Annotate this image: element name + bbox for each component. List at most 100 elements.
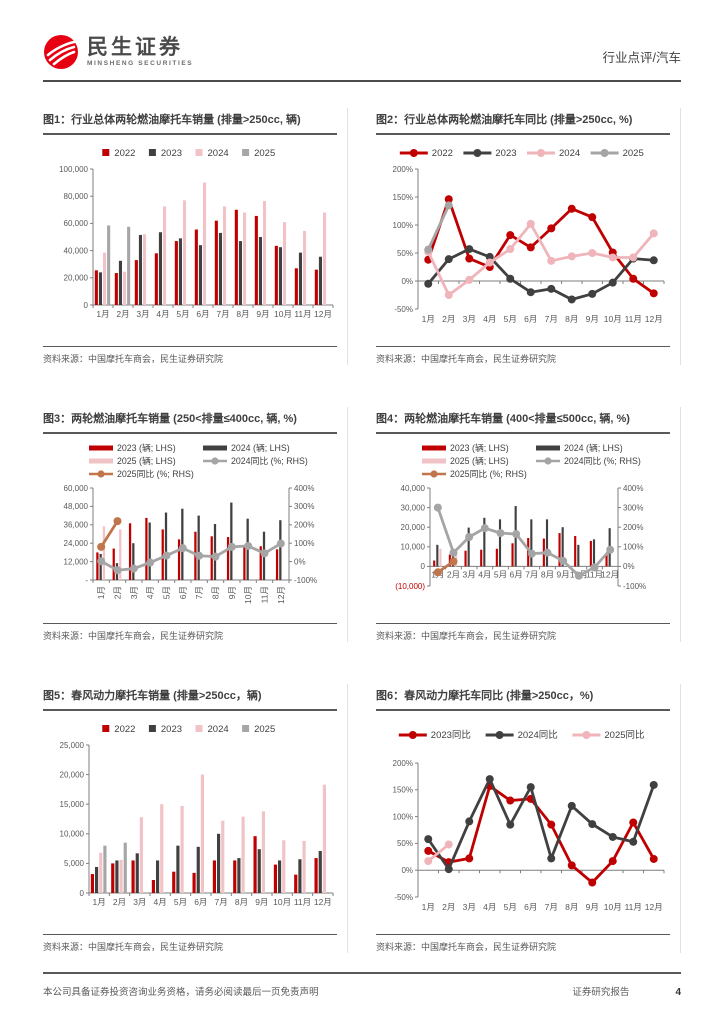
minsheng-logo-icon	[44, 35, 78, 69]
svg-text:400%: 400%	[294, 484, 314, 493]
svg-text:12月: 12月	[314, 309, 332, 319]
svg-text:11月: 11月	[625, 902, 642, 912]
svg-text:9月: 9月	[586, 902, 599, 912]
svg-text:6月: 6月	[194, 897, 207, 907]
brand-name-cn: 民生证券	[87, 36, 183, 60]
svg-text:2025同比 (%; RHS): 2025同比 (%; RHS)	[450, 468, 527, 479]
svg-text:100%: 100%	[393, 812, 413, 821]
figure-6-source: 资料来源：中国摩托车商会，民生证券研究院	[376, 934, 670, 953]
svg-text:12月: 12月	[645, 314, 663, 324]
svg-text:-100%: -100%	[294, 576, 317, 585]
svg-text:9月: 9月	[227, 586, 237, 599]
svg-text:300%: 300%	[623, 503, 643, 512]
figure-4-chart: (10,000) 0 10,000 20,000 30,000 40,000 -100% 0%…	[395, 442, 646, 591]
figure-5-title: 图5：春风动力摩托车销量 (排量>250cc，辆)	[43, 684, 337, 711]
svg-text:7月: 7月	[545, 902, 558, 912]
svg-text:2023: 2023	[161, 724, 182, 735]
figure-6-chart: -50% 0% 50% 100% 150% 200% 1月 2月 3月 4月 5月 6月 7月 8月 9月 1…	[393, 729, 665, 912]
svg-text:2025: 2025	[623, 148, 644, 159]
svg-text:1月: 1月	[93, 897, 106, 907]
svg-text:9月: 9月	[255, 897, 268, 907]
footer-right: 证券研究报告 4	[572, 984, 681, 998]
svg-text:2月: 2月	[113, 897, 126, 907]
svg-text:10月: 10月	[604, 902, 622, 912]
svg-text:5月: 5月	[504, 314, 517, 324]
footer-page-number: 4	[675, 987, 681, 998]
figure-1-title: 图1：行业总体两轮燃油摩托车销量 (排量>250cc, 辆)	[43, 108, 337, 135]
svg-text:5,000: 5,000	[64, 859, 85, 868]
figure-1-chart: 0 20,000 40,000 60,000 80,000 100,000 1月 2月 3月 4月…	[59, 148, 334, 319]
svg-text:2024同比: 2024同比	[518, 729, 558, 741]
svg-text:60,000: 60,000	[64, 219, 89, 228]
svg-text:2024同比 (%; RHS): 2024同比 (%; RHS)	[564, 455, 641, 466]
figure-4: 图4：两轮燃油摩托车销量 (400<排量≤500cc, 辆, %) (10,00…	[376, 407, 681, 642]
svg-text:-50%: -50%	[394, 305, 413, 314]
svg-text:4月: 4月	[156, 309, 169, 319]
figure-3-chartbox: - 12,000 24,000 36,000 48,000 60,000 -100% 0% 10…	[43, 434, 337, 619]
svg-text:2022: 2022	[432, 148, 453, 159]
figure-5-chartbox: 0 5,000 10,000 15,000 20,000 25,000 1月 2月 3月 4月 5月…	[43, 711, 337, 930]
svg-text:150%: 150%	[393, 193, 413, 202]
figure-1-chartbox: 0 20,000 40,000 60,000 80,000 100,000 1月 2月 3月 4月…	[43, 135, 337, 342]
svg-text:0%: 0%	[294, 557, 306, 566]
svg-text:2025: 2025	[254, 724, 275, 735]
svg-text:5月: 5月	[504, 902, 517, 912]
svg-text:12月: 12月	[601, 569, 619, 579]
svg-text:2月: 2月	[116, 309, 129, 319]
svg-text:12,000: 12,000	[64, 557, 89, 566]
brand-text: 民生证券 MINSHENG SECURITIES	[87, 36, 194, 67]
svg-text:11月: 11月	[625, 314, 642, 324]
figure-3: 图3：两轮燃油摩托车销量 (250<排量≤400cc, 辆, %) - 12,00…	[43, 407, 348, 642]
svg-text:1月: 1月	[422, 314, 435, 324]
svg-text:3月: 3月	[463, 314, 476, 324]
brand-name-en: MINSHENG SECURITIES	[87, 59, 194, 67]
svg-text:2024 (辆; LHS): 2024 (辆; LHS)	[564, 442, 623, 453]
svg-text:5月: 5月	[162, 586, 172, 599]
footer-disclaimer: 本公司具备证券投资咨询业务资格，请务必阅读最后一页免责声明	[43, 987, 319, 998]
svg-text:12月: 12月	[276, 586, 286, 604]
svg-text:2025 (辆; LHS): 2025 (辆; LHS)	[450, 455, 509, 466]
svg-text:1月: 1月	[96, 586, 106, 599]
svg-text:8月: 8月	[541, 569, 554, 579]
svg-text:2月: 2月	[442, 902, 455, 912]
svg-text:30,000: 30,000	[401, 503, 426, 512]
svg-text:200%: 200%	[623, 523, 643, 532]
svg-text:40,000: 40,000	[64, 246, 89, 255]
svg-text:12月: 12月	[314, 897, 332, 907]
svg-text:7月: 7月	[216, 309, 229, 319]
svg-text:6月: 6月	[524, 902, 537, 912]
svg-text:100,000: 100,000	[59, 165, 88, 174]
figure-6: 图6：春风动力摩托车同比 (排量>250cc，%) -50% 0% 50% 100% 1…	[376, 684, 681, 953]
svg-text:11月: 11月	[294, 309, 311, 319]
svg-text:-: -	[85, 576, 88, 585]
svg-text:-50%: -50%	[394, 893, 413, 902]
svg-text:3月: 3月	[136, 309, 149, 319]
svg-text:5月: 5月	[174, 897, 187, 907]
svg-text:2月: 2月	[447, 569, 460, 579]
svg-text:24,000: 24,000	[64, 539, 89, 548]
svg-text:10月: 10月	[604, 314, 622, 324]
svg-text:48,000: 48,000	[64, 502, 89, 511]
svg-text:100%: 100%	[623, 543, 643, 552]
svg-text:2022: 2022	[114, 724, 135, 735]
svg-text:6月: 6月	[178, 586, 188, 599]
svg-text:8月: 8月	[565, 314, 578, 324]
figure-4-source: 资料来源：中国摩托车商会，民生证券研究院	[376, 623, 670, 642]
footer-report-type: 证券研究报告	[572, 987, 630, 998]
svg-text:7月: 7月	[545, 314, 558, 324]
svg-text:3月: 3月	[133, 897, 146, 907]
svg-text:11月: 11月	[260, 586, 270, 603]
figure-2-chart: -50% 0% 50% 100% 150% 200% 1月 2月 3月 4月 5月 6月 7月 8月 9月 1…	[393, 148, 665, 324]
svg-text:2024同比 (%; RHS): 2024同比 (%; RHS)	[231, 455, 308, 466]
svg-text:60,000: 60,000	[64, 484, 89, 493]
svg-text:100%: 100%	[393, 221, 413, 230]
svg-text:2024: 2024	[559, 148, 580, 159]
svg-text:100%: 100%	[294, 539, 314, 548]
svg-text:2023 (辆; LHS): 2023 (辆; LHS)	[450, 442, 509, 453]
figure-5-chart: 0 5,000 10,000 15,000 20,000 25,000 1月 2月 3月 4月 5月…	[60, 724, 334, 907]
svg-text:1月: 1月	[96, 309, 109, 319]
svg-text:3月: 3月	[463, 569, 476, 579]
figure-3-source: 资料来源：中国摩托车商会，民生证券研究院	[43, 623, 337, 642]
svg-text:2024 (辆; LHS): 2024 (辆; LHS)	[231, 442, 290, 453]
svg-text:0%: 0%	[623, 562, 635, 571]
